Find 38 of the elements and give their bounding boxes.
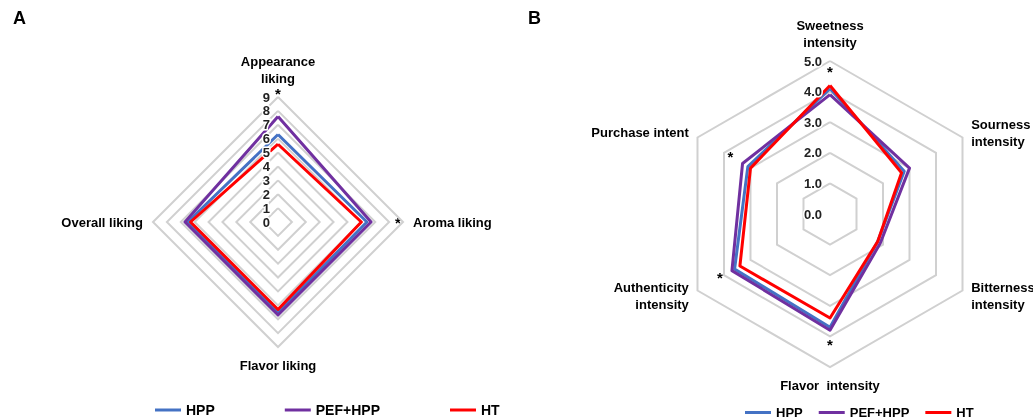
y-tick-label: 7 xyxy=(262,117,270,133)
spoke-label: Flavor liking xyxy=(239,358,317,373)
y-tick-label: 0.0 xyxy=(803,206,822,222)
legend-label: HT xyxy=(480,402,501,417)
text: * xyxy=(716,269,723,287)
y-tick-label: 3 xyxy=(262,172,270,188)
y-tick-label: 1.0 xyxy=(803,175,822,191)
spoke-label: Aroma liking xyxy=(413,214,492,230)
spoke-label: Purchase intent xyxy=(591,125,690,140)
spoke-label: Flavor intensity xyxy=(780,378,881,393)
text: * xyxy=(275,84,281,102)
text: * xyxy=(395,213,401,231)
spoke-label: Overall liking xyxy=(61,214,144,230)
chart-title: B xyxy=(528,8,541,28)
spoke-label: Sweetness intensity xyxy=(796,18,864,50)
y-tick-label: 0 xyxy=(262,214,270,230)
text: * xyxy=(727,148,734,166)
y-tick-label: 4.0 xyxy=(803,84,822,100)
y-tick-label: 4 xyxy=(262,158,271,174)
y-tick-label: 1 xyxy=(262,200,270,216)
spoke-label: Sourness intensity xyxy=(971,116,1031,149)
legend-label: HPP xyxy=(776,405,804,417)
y-tick-label: 9 xyxy=(262,89,270,105)
y-tick-label: 2 xyxy=(262,186,270,202)
y-tick-label: 2.0 xyxy=(803,145,822,161)
spoke-label: Authenticity intensity xyxy=(613,279,690,312)
spoke-label: Appearance liking xyxy=(240,54,316,86)
text: * xyxy=(827,335,833,353)
legend-label: HT xyxy=(956,405,974,417)
legend-label: PEF+HPP xyxy=(315,402,380,417)
y-tick-label: 3.0 xyxy=(803,114,822,130)
text: * xyxy=(827,62,833,80)
y-tick-label: 8 xyxy=(262,103,270,119)
legend-label: PEF+HPP xyxy=(849,405,910,417)
legend-label: HPP xyxy=(186,402,215,417)
y-tick-label: 5.0 xyxy=(803,53,822,69)
chart-title: A xyxy=(13,8,26,28)
y-tick-label: 6 xyxy=(262,131,270,147)
